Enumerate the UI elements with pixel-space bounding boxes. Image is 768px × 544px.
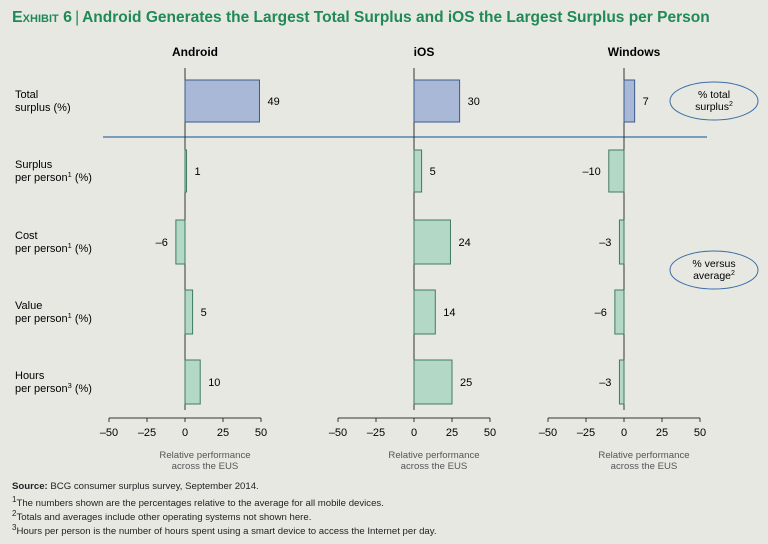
footnote-1-text: The numbers shown are the percentages re… bbox=[16, 498, 384, 510]
x-tick-label: 50 bbox=[694, 427, 706, 439]
x-tick-label: –50 bbox=[100, 427, 118, 439]
data-label: –3 bbox=[599, 237, 611, 249]
chart-title: Exhibit 6 | Android Generates the Largest … bbox=[12, 9, 710, 27]
x-axis-label: across the EUS bbox=[401, 461, 468, 472]
footnote-1-marker: 1 bbox=[12, 495, 17, 504]
data-label: 7 bbox=[643, 96, 649, 108]
footnote-3-text: Hours per person is the number of hours … bbox=[16, 526, 437, 538]
bar-ios bbox=[413, 219, 451, 265]
title-text: Android Generates the Largest Total Surp… bbox=[82, 9, 710, 26]
x-axis-label: Relative performance bbox=[388, 450, 479, 461]
source-label: Source: bbox=[12, 481, 48, 492]
bar-windows bbox=[618, 359, 625, 405]
bar-ios bbox=[413, 359, 453, 405]
x-tick-label: 0 bbox=[621, 427, 627, 439]
bar-android bbox=[184, 79, 260, 123]
footnote-3: 3Hours per person is the number of hours… bbox=[12, 523, 437, 537]
x-tick-label: 50 bbox=[484, 427, 496, 439]
row-label: Surplus per person1 (%) bbox=[15, 159, 92, 184]
footnote-1: 1The numbers shown are the percentages r… bbox=[12, 495, 384, 509]
source-note: Source: BCG consumer surplus survey, Sep… bbox=[12, 481, 259, 492]
bar-ios bbox=[413, 289, 436, 335]
bar-windows bbox=[618, 219, 625, 265]
x-tick-label: 25 bbox=[217, 427, 229, 439]
bar-android bbox=[184, 149, 188, 193]
footnote-2-marker: 2 bbox=[12, 509, 17, 518]
x-tick-label: –25 bbox=[367, 427, 385, 439]
row-label: Total surplus (%) bbox=[15, 89, 71, 114]
footnote-3-marker: 3 bbox=[12, 523, 17, 532]
data-label: –6 bbox=[156, 237, 168, 249]
panel-header-ios: iOS bbox=[414, 45, 435, 59]
x-axis-label: Relative performance bbox=[159, 450, 250, 461]
x-tick-label: 0 bbox=[182, 427, 188, 439]
data-label: 1 bbox=[195, 166, 201, 178]
bar-ios bbox=[413, 79, 461, 123]
panel-header-windows: Windows bbox=[608, 45, 661, 59]
x-axis-label: Relative performance bbox=[598, 450, 689, 461]
row-label: Cost per person1 (%) bbox=[15, 230, 92, 255]
bar-windows bbox=[614, 289, 625, 335]
x-tick-label: –25 bbox=[138, 427, 156, 439]
title-separator: | bbox=[75, 9, 80, 26]
x-tick-label: 25 bbox=[446, 427, 458, 439]
bar-chart: Android iOS Windows Total surplus (%) Surplus… bbox=[15, 45, 759, 472]
exhibit-label: Exhibit 6 bbox=[12, 9, 73, 26]
annotation-text: % versus average2 bbox=[692, 258, 735, 282]
data-label: 5 bbox=[201, 307, 207, 319]
x-tick-label: –50 bbox=[329, 427, 347, 439]
bar-windows bbox=[608, 149, 625, 193]
data-label: 5 bbox=[430, 166, 436, 178]
data-label: –6 bbox=[595, 307, 607, 319]
panel-header-android: Android bbox=[172, 45, 218, 59]
footnote-2: 2Totals and averages include other opera… bbox=[12, 509, 311, 523]
bar-windows bbox=[623, 79, 636, 123]
annotation-oval bbox=[669, 250, 759, 290]
row-label: Hours per person3 (%) bbox=[15, 370, 92, 395]
x-tick-label: 0 bbox=[411, 427, 417, 439]
bar-android bbox=[184, 359, 201, 405]
x-tick-label: 25 bbox=[656, 427, 668, 439]
data-label: 24 bbox=[458, 237, 470, 249]
bar-android bbox=[175, 219, 186, 265]
x-tick-label: –25 bbox=[577, 427, 595, 439]
data-label: –3 bbox=[599, 377, 611, 389]
x-tick-label: 50 bbox=[255, 427, 267, 439]
data-label: 14 bbox=[443, 307, 455, 319]
x-axis-label: across the EUS bbox=[172, 461, 239, 472]
data-label: 30 bbox=[468, 96, 480, 108]
data-label: 49 bbox=[267, 96, 279, 108]
data-label: –10 bbox=[582, 166, 600, 178]
footnote-2-text: Totals and averages include other operat… bbox=[16, 512, 312, 524]
bar-android bbox=[184, 289, 194, 335]
row-label: Value per person1 (%) bbox=[15, 300, 92, 325]
data-label: 25 bbox=[460, 377, 472, 389]
annotation-oval bbox=[669, 81, 759, 121]
bar-ios bbox=[413, 149, 423, 193]
x-tick-label: –50 bbox=[539, 427, 557, 439]
annotation-text: % total surplus2 bbox=[695, 89, 733, 113]
x-axis-label: across the EUS bbox=[611, 461, 678, 472]
source-text: BCG consumer surplus survey, September 2… bbox=[47, 481, 259, 492]
data-label: 10 bbox=[208, 377, 220, 389]
